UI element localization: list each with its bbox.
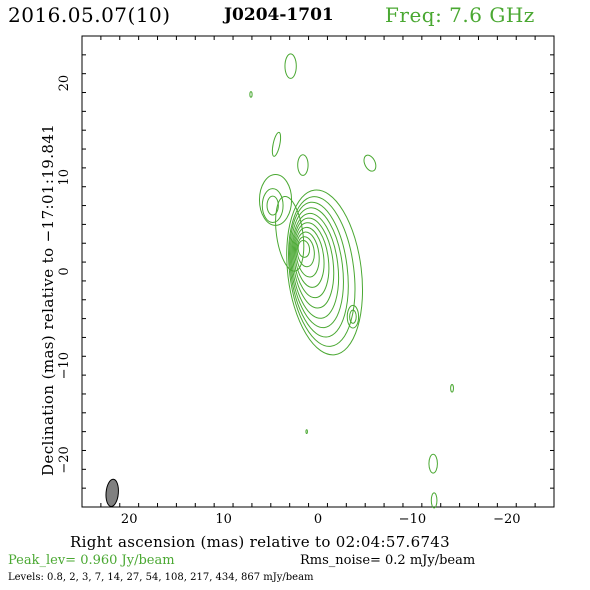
component-contour [261,188,284,224]
component-contour [297,154,309,176]
restoring-beam [105,478,119,507]
component-contour [428,453,438,474]
component-contour [275,195,305,272]
core-contour [295,231,320,278]
component-contour [430,492,438,509]
component-contour [266,195,279,216]
component-contour [450,384,454,393]
component-contour [305,429,308,435]
epoch-label: 2016.05.07(10) [8,3,171,27]
y-tick-label: 0 [57,267,72,275]
component-contour [346,304,360,329]
core-contour [296,236,315,268]
component-contour [284,53,297,79]
contours-group [249,53,454,509]
x-tick-label: 10 [215,512,232,527]
x-tick-label: −20 [493,512,520,527]
component-contour [249,91,253,98]
core-contour [286,189,364,356]
y-tick-label: −10 [57,352,72,379]
y-axis-label: Declination (mas) relative to −17:01:19.… [39,123,57,476]
y-tick-label: 20 [57,75,72,92]
axis-ticks: 20 10 0 −10 −20 20 10 0 −10 −20 [57,35,555,527]
beam-group [105,478,119,507]
y-tick-label: 10 [57,169,72,186]
component-contour [349,309,357,324]
frequency-label: Freq: 7.6 GHz [385,3,535,27]
core-contour [293,222,330,299]
source-name: J0204-1701 [224,5,334,25]
component-contour [363,154,377,172]
core-contour [289,201,349,338]
x-tick-label: 0 [314,512,322,527]
x-tick-label: −10 [399,512,426,527]
rms-noise: Rms_noise= 0.2 mJy/beam [300,553,476,568]
contour-levels: Levels: 0.8, 2, 3, 7, 14, 27, 54, 108, 2… [8,572,314,583]
core-contour [292,217,335,309]
core-contour [294,226,325,288]
core-contour [288,196,356,347]
x-axis-label: Right ascension (mas) relative to 02:04:… [70,533,450,551]
peak-level: Peak_lev= 0.960 Jy/beam [8,553,175,568]
x-tick-label: 20 [121,512,138,527]
core-contour [291,212,340,319]
component-contour [271,131,282,157]
core-contour [297,239,311,258]
y-tick-label: −20 [57,446,72,473]
plot-header: 2016.05.07(10) J0204-1701 Freq: 7.6 GHz [0,0,590,34]
plot-frame [81,35,555,508]
